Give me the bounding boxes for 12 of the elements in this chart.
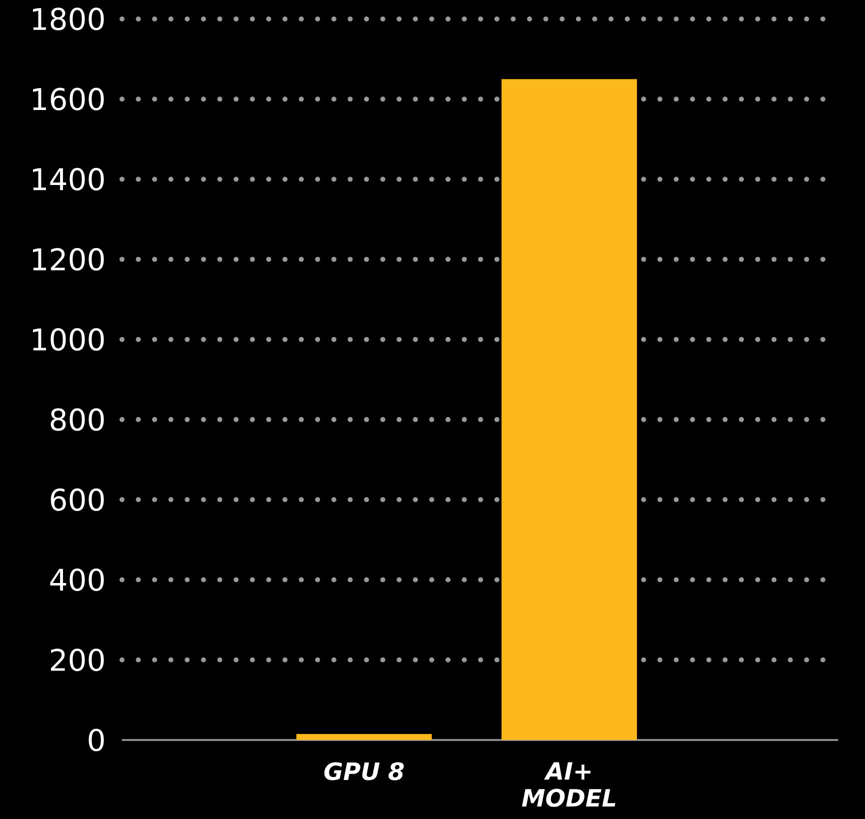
- x-tick-label: GPU 8: [324, 762, 404, 780]
- y-tick-label: 1800: [33, 8, 104, 30]
- y-tick-label: 400: [50, 568, 104, 592]
- y-tick-label: 800: [50, 408, 104, 431]
- y-tick-label: 1000: [33, 328, 104, 351]
- y-tick-label: 1600: [33, 88, 104, 110]
- x-tick-label: AI+ MODEL: [522, 762, 616, 807]
- y-tick-label: 1200: [33, 248, 104, 271]
- y-tick-label: 0: [88, 728, 104, 752]
- y-tick-label: 1400: [33, 168, 104, 191]
- y-tick-label: 200: [50, 648, 104, 672]
- y-tick-label: 600: [50, 488, 104, 511]
